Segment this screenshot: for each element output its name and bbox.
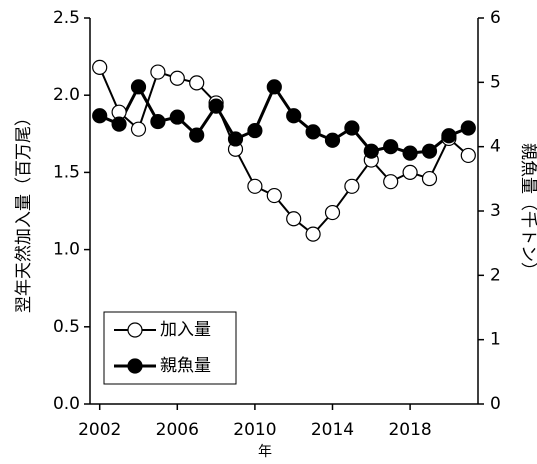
marker: [441, 128, 457, 144]
legend-marker: [127, 358, 143, 374]
x-tick-label: 2014: [311, 420, 354, 440]
marker: [92, 59, 108, 76]
marker: [130, 79, 147, 95]
legend-marker: [127, 322, 143, 338]
marker: [286, 108, 302, 124]
marker: [130, 121, 147, 137]
marker: [169, 70, 185, 86]
marker: [208, 98, 224, 114]
x-tick-label: 2006: [156, 420, 199, 440]
marker: [363, 143, 379, 159]
x-tick-label: 2002: [78, 420, 121, 440]
marker: [324, 132, 341, 148]
marker: [421, 170, 438, 187]
y-tick-label: 1.5: [53, 162, 80, 182]
marker: [150, 113, 166, 130]
y2-tick-label: 1: [490, 330, 501, 350]
y2-tick-label: 5: [490, 72, 501, 92]
marker: [344, 120, 360, 136]
marker: [460, 120, 476, 136]
y2-tick-label: 4: [490, 137, 501, 157]
x-tick-label: 2010: [233, 420, 276, 440]
y2-axis-title: 親魚量（千トン）: [518, 143, 537, 279]
y-tick-label: 0.5: [53, 317, 80, 337]
marker: [286, 211, 302, 227]
x-tick-label: 2018: [388, 420, 431, 440]
y2-tick-label: 3: [490, 201, 501, 221]
y-tick-label: 1.0: [53, 240, 80, 260]
marker: [111, 116, 127, 132]
marker: [344, 178, 360, 194]
y2-tick-label: 0: [490, 394, 501, 414]
marker: [460, 147, 476, 164]
marker: [324, 204, 341, 221]
marker: [402, 145, 418, 161]
marker: [305, 226, 321, 242]
marker: [247, 122, 263, 139]
y2-tick-label: 6: [490, 8, 501, 28]
legend-label: 加入量: [160, 320, 211, 340]
marker: [150, 64, 166, 80]
marker: [421, 143, 438, 159]
y-axis-title: 翌年天然加入量（百万尾）: [14, 109, 34, 313]
marker: [383, 139, 399, 155]
marker: [92, 108, 108, 124]
y-tick-label: 2.5: [53, 8, 80, 28]
marker: [247, 178, 263, 194]
y-tick-label: 0.0: [53, 394, 80, 414]
x-axis-title: 年: [258, 444, 272, 460]
marker: [266, 187, 282, 204]
marker: [402, 164, 418, 180]
y-tick-label: 2.0: [53, 85, 80, 105]
legend-box: [103, 311, 237, 385]
marker: [189, 75, 205, 91]
marker: [169, 109, 185, 125]
marker: [189, 127, 205, 143]
marker: [383, 174, 399, 190]
marker: [305, 124, 321, 140]
y2-tick-label: 2: [490, 265, 501, 285]
legend-label: 親魚量: [160, 356, 211, 376]
marker: [227, 131, 244, 147]
marker: [266, 79, 282, 95]
